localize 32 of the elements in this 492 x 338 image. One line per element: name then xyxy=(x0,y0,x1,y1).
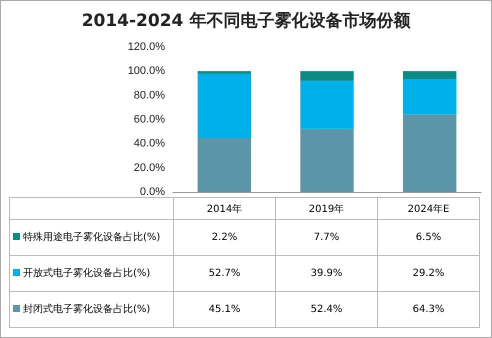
legend-label: 特殊用途电子雾化设备占比(%) xyxy=(10,220,174,256)
legend-label: 开放式电子雾化设备占比(%) xyxy=(10,256,174,292)
bar xyxy=(402,114,456,192)
bar xyxy=(300,80,354,129)
data-label: 6.5% xyxy=(378,220,480,256)
bar xyxy=(402,79,456,114)
data-label: 64.3% xyxy=(378,292,480,328)
data-label: 45.1% xyxy=(174,292,276,328)
data-label: 39.9% xyxy=(276,256,378,292)
y-tick-label: 0.0% xyxy=(140,186,166,198)
data-label: 52.4% xyxy=(276,292,378,328)
y-tick-label: 60.0% xyxy=(134,114,166,126)
y-tick-label: 40.0% xyxy=(134,138,166,150)
x-tick-label: 2019年 xyxy=(276,198,378,220)
bar xyxy=(402,71,456,80)
bar xyxy=(300,128,354,192)
bar xyxy=(198,71,252,74)
data-label: 2.2% xyxy=(174,220,276,256)
data-label: 52.7% xyxy=(174,256,276,292)
data-label: 7.7% xyxy=(276,220,378,256)
y-tick-label: 100.0% xyxy=(128,65,166,78)
x-tick-label: 2014年 xyxy=(174,198,276,220)
chart-title: 2014-2024 年不同电子雾化设备市场份额 xyxy=(80,10,412,32)
x-tick-label: 2024年E xyxy=(378,198,480,220)
bar xyxy=(198,138,252,192)
bar xyxy=(198,74,252,138)
bar xyxy=(300,71,354,80)
y-tick-label: 120.0% xyxy=(128,41,166,53)
legend-label: 封闭式电子雾化设备占比(%) xyxy=(10,292,174,328)
y-tick-label: 20.0% xyxy=(134,162,166,174)
y-tick-label: 80.0% xyxy=(134,89,166,102)
data-label: 29.2% xyxy=(378,256,480,292)
